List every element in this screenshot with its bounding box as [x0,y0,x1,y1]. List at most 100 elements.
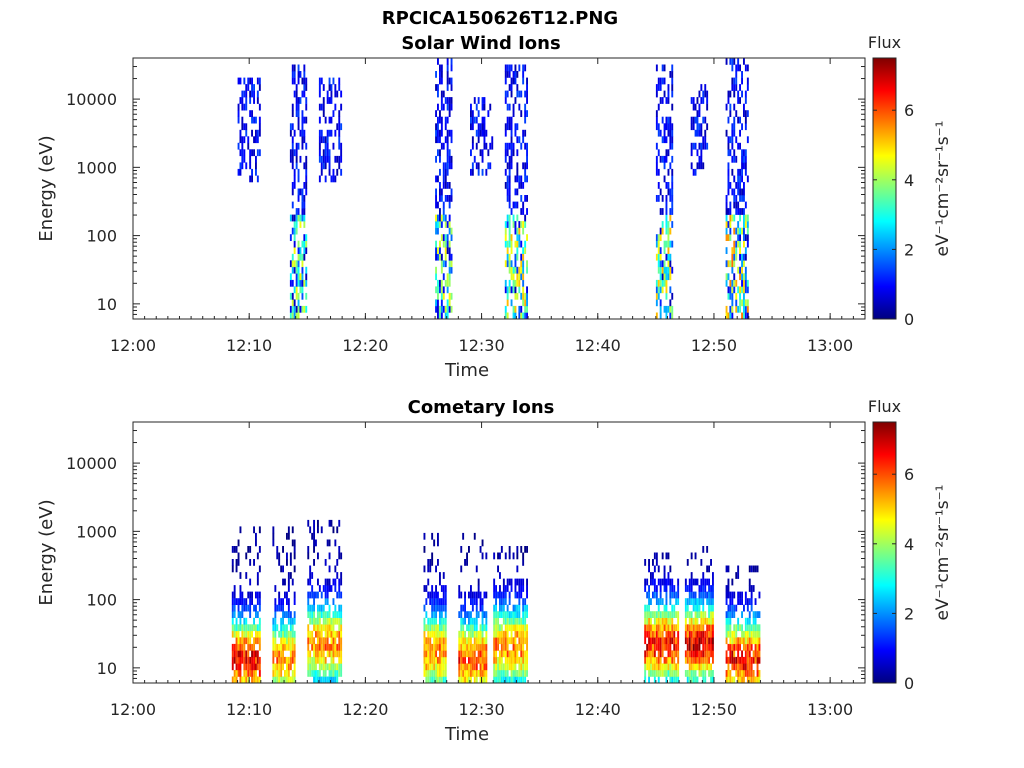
heatmap-cell [318,650,321,658]
heatmap-cell [744,162,747,170]
heatmap-cell [706,565,709,573]
heatmap-cell [470,676,472,684]
heatmap-cell [481,129,484,137]
heatmap-cell [303,182,306,189]
heatmap-cell [661,578,664,586]
heatmap-cell [460,546,463,553]
heatmap-cell [524,650,527,658]
heatmap-cell [462,643,465,651]
heatmap-cell [239,650,242,658]
heatmap-cell [659,643,662,651]
heatmap-cell [644,656,647,664]
heatmap-cell [466,650,468,658]
heatmap-cell [326,90,329,98]
heatmap-cell [448,299,451,307]
heatmap-cell [291,227,294,235]
colorbar-tick-label: 2 [904,604,914,623]
heatmap-cell [686,598,689,605]
heatmap-cell [458,630,461,638]
heatmap-cell [758,656,761,664]
heatmap-cell [466,637,468,645]
heatmap-cell [297,292,300,300]
heatmap-cell [746,84,749,91]
heatmap-cell [322,670,325,677]
heatmap-cell [698,604,701,612]
heatmap-cell [305,84,308,91]
heatmap-cell [307,624,310,632]
heatmap-cell [506,142,509,150]
heatmap-cell [708,663,710,671]
heatmap-cell [754,637,757,645]
heatmap-cell [313,532,315,540]
heatmap-cell [295,110,298,117]
heatmap-cell [756,630,759,638]
heatmap-cell [526,77,528,85]
heatmap-cell [499,630,501,638]
heatmap-cell [241,630,244,638]
heatmap-cell [520,546,523,553]
heatmap-cell [731,266,734,274]
heatmap-cell [663,136,666,144]
heatmap-cell [326,663,329,671]
heatmap-cell [437,149,439,157]
heatmap-cell [278,676,281,684]
heatmap-cell [249,624,252,632]
heatmap-cell [733,286,736,294]
heatmap-cell [522,611,525,618]
heatmap-cell [733,175,736,183]
heatmap-cell [758,670,761,677]
heatmap-cell [255,155,257,163]
heatmap-cell [744,617,747,625]
heatmap-cell [510,260,513,268]
heatmap-cell [727,292,730,300]
heatmap-cell [481,650,484,658]
heatmap-cell [700,624,703,632]
heatmap-cell [315,617,317,625]
heatmap-cell [663,663,666,671]
heatmap-cell [665,637,668,645]
heatmap-cell [733,58,736,65]
heatmap-cell [291,299,294,307]
heatmap-cell [508,84,511,91]
heatmap-cell [286,611,288,618]
heatmap-cell [324,630,327,638]
heatmap-cell [241,624,244,632]
heatmap-cell [473,676,476,684]
colorbar-title: Flux [868,397,901,416]
heatmap-cell [293,663,296,671]
heatmap-cell [744,266,747,274]
heatmap-cell [516,670,519,677]
heatmap-cell [522,208,525,215]
heatmap-cell [485,617,488,625]
heatmap-cell [431,604,434,612]
heatmap-cell [739,663,741,671]
heatmap-cell [727,624,730,632]
heatmap-cell [464,604,466,612]
heatmap-cell [741,155,743,163]
heatmap-cell [301,90,304,98]
heatmap-cell [746,312,749,320]
heatmap-cell [688,585,691,592]
heatmap-cell [524,168,527,176]
heatmap-cell [520,637,523,645]
heatmap-cell [512,676,515,684]
heatmap-cell [733,227,736,235]
heatmap-cell [485,663,488,671]
heatmap-cell [495,598,497,605]
heatmap-cell [328,162,331,170]
heatmap-cell [493,585,496,592]
heatmap-cell [291,643,294,651]
heatmap-cell [518,604,521,612]
heatmap-cell [466,676,468,684]
heatmap-cell [694,578,697,586]
heatmap-cell [520,253,523,261]
heatmap-cell [243,676,246,684]
heatmap-cell [423,670,426,677]
heatmap-cell [442,572,445,579]
heatmap-cell [340,643,343,651]
heatmap-cell [305,266,308,274]
heatmap-cell [516,565,519,573]
heatmap-cell [251,656,253,664]
heatmap-cell [280,565,283,573]
heatmap-cell [710,650,712,658]
